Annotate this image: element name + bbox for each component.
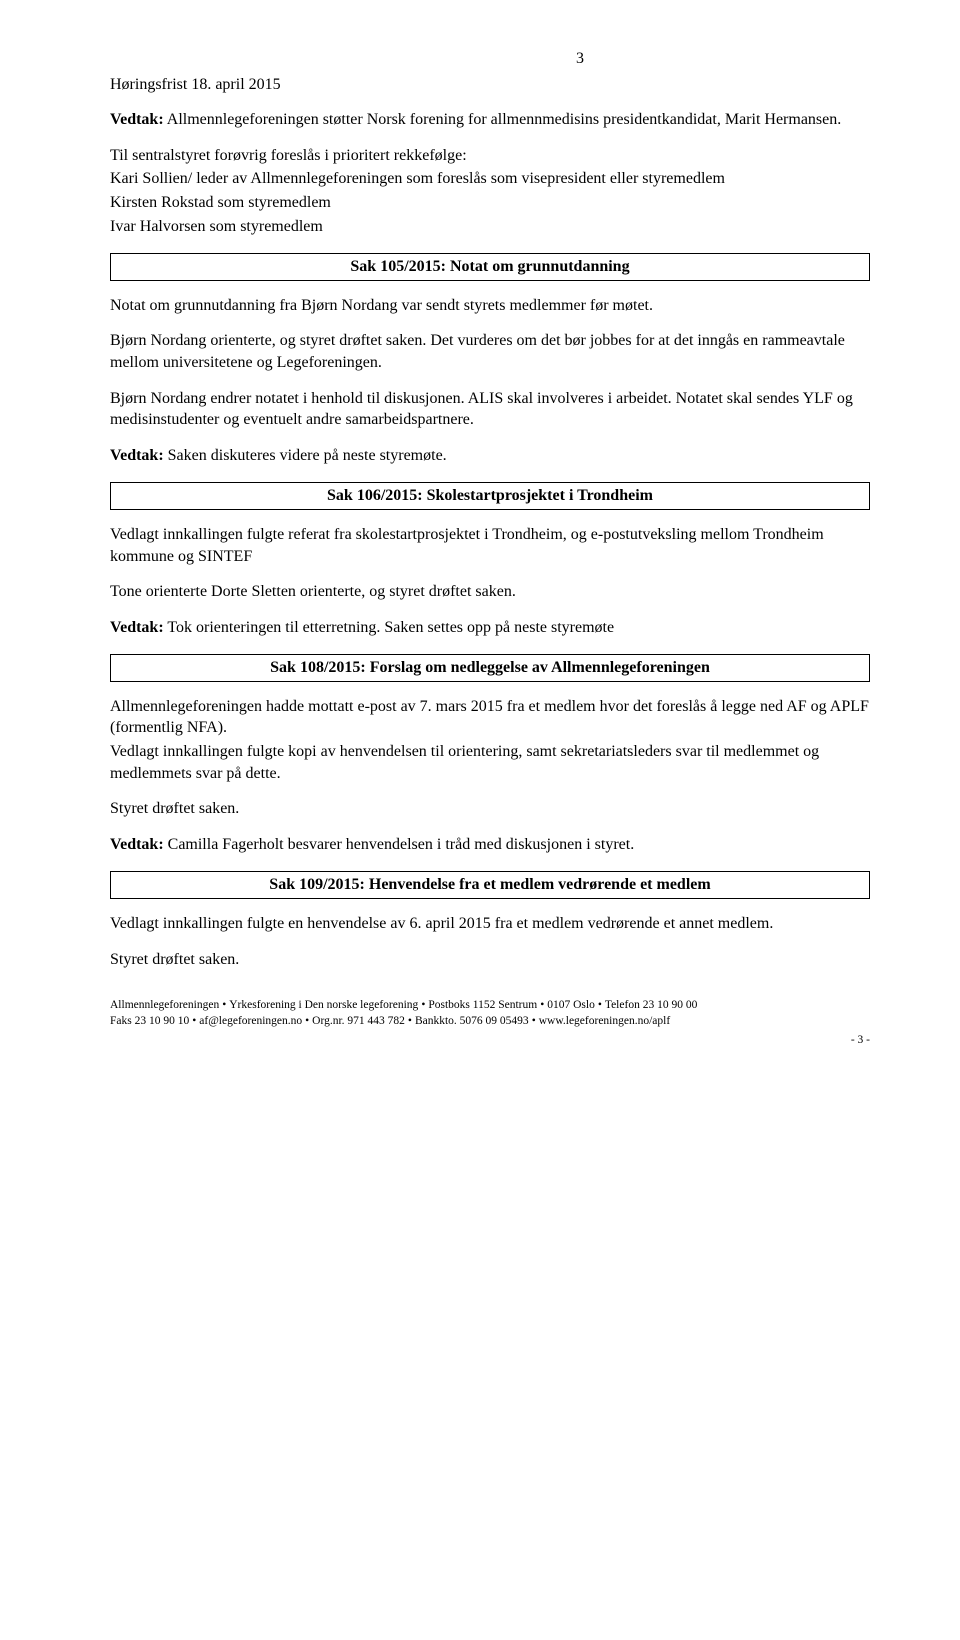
s105-vedtak: Vedtak: Saken diskuteres videre på neste… bbox=[110, 445, 870, 467]
deadline-line: Høringsfrist 18. april 2015 bbox=[110, 74, 870, 96]
section-box-109: Sak 109/2015: Henvendelse fra et medlem … bbox=[110, 871, 870, 899]
bullet-icon: • bbox=[540, 999, 544, 1011]
page-number-top: 3 bbox=[290, 48, 870, 70]
s108-p1-p2: Allmennlegeforeningen hadde mottatt e-po… bbox=[110, 696, 870, 784]
s108-p3: Styret drøftet saken. bbox=[110, 798, 870, 820]
bullet-icon: • bbox=[192, 1015, 196, 1027]
s105-vedtak-prefix: Vedtak: bbox=[110, 447, 164, 464]
para2-line4: Ivar Halvorsen som styremedlem bbox=[110, 216, 870, 238]
s106-p2: Tone orienterte Dorte Sletten orienterte… bbox=[110, 581, 870, 603]
vedtak-1-text: Allmennlegeforeningen støtter Norsk fore… bbox=[164, 111, 842, 128]
section-title-105: Sak 105/2015: Notat om grunnutdanning bbox=[119, 256, 861, 278]
s105-p1: Notat om grunnutdanning fra Bjørn Nordan… bbox=[110, 295, 870, 317]
bullet-icon: • bbox=[598, 999, 602, 1011]
vedtak-1: Vedtak: Allmennlegeforeningen støtter No… bbox=[110, 109, 870, 131]
footer-l2-p0: Faks 23 10 90 10 bbox=[110, 1015, 189, 1027]
footer-l1-p4: Telefon 23 10 90 00 bbox=[605, 999, 697, 1011]
s105-p3: Bjørn Nordang endrer notatet i henhold t… bbox=[110, 388, 870, 431]
s108-p2: Vedlagt innkallingen fulgte kopi av henv… bbox=[110, 741, 870, 784]
footer: Allmennlegeforeningen•Yrkesforening i De… bbox=[110, 998, 870, 1029]
footer-l2-p4: www.legeforeningen.no/aplf bbox=[539, 1015, 670, 1027]
section-box-106: Sak 106/2015: Skolestartprosjektet i Tro… bbox=[110, 482, 870, 510]
footer-line-2: Faks 23 10 90 10•af@legeforeningen.no•Or… bbox=[110, 1014, 870, 1030]
footer-l2-p3: Bankkto. 5076 09 05493 bbox=[415, 1015, 529, 1027]
s108-vedtak-prefix: Vedtak: bbox=[110, 836, 164, 853]
s105-p2: Bjørn Nordang orienterte, og styret drøf… bbox=[110, 330, 870, 373]
para2-line3: Kirsten Rokstad som styremedlem bbox=[110, 192, 870, 214]
page-number-bottom: - 3 - bbox=[110, 1033, 870, 1049]
section-title-109: Sak 109/2015: Henvendelse fra et medlem … bbox=[119, 874, 861, 896]
section-box-108: Sak 108/2015: Forslag om nedleggelse av … bbox=[110, 654, 870, 682]
footer-l1-p1: Yrkesforening i Den norske legeforening bbox=[229, 999, 418, 1011]
s109-p2: Styret drøftet saken. bbox=[110, 949, 870, 971]
s106-vedtak-prefix: Vedtak: bbox=[110, 619, 164, 636]
s109-p1: Vedlagt innkallingen fulgte en henvendel… bbox=[110, 913, 870, 935]
s108-p1: Allmennlegeforeningen hadde mottatt e-po… bbox=[110, 696, 870, 739]
bullet-icon: • bbox=[532, 1015, 536, 1027]
footer-l1-p3: 0107 Oslo bbox=[547, 999, 595, 1011]
s106-p1: Vedlagt innkallingen fulgte referat fra … bbox=[110, 524, 870, 567]
footer-l1-p2: Postboks 1152 Sentrum bbox=[428, 999, 537, 1011]
footer-l2-p2: Org.nr. 971 443 782 bbox=[312, 1015, 405, 1027]
s106-vedtak: Vedtak: Tok orienteringen til etterretni… bbox=[110, 617, 870, 639]
para-sentralstyret: Til sentralstyret forøvrig foreslås i pr… bbox=[110, 145, 870, 237]
s108-vedtak: Vedtak: Camilla Fagerholt besvarer henve… bbox=[110, 834, 870, 856]
bullet-icon: • bbox=[305, 1015, 309, 1027]
section-box-105: Sak 105/2015: Notat om grunnutdanning bbox=[110, 253, 870, 281]
bullet-icon: • bbox=[408, 1015, 412, 1027]
s106-vedtak-text: Tok orienteringen til etterretning. Sake… bbox=[164, 619, 614, 636]
s108-vedtak-text: Camilla Fagerholt besvarer henvendelsen … bbox=[164, 836, 635, 853]
footer-l2-p1: af@legeforeningen.no bbox=[199, 1015, 302, 1027]
s105-vedtak-text: Saken diskuteres videre på neste styremø… bbox=[164, 447, 447, 464]
section-title-108: Sak 108/2015: Forslag om nedleggelse av … bbox=[119, 657, 861, 679]
para2-line1: Til sentralstyret forøvrig foreslås i pr… bbox=[110, 145, 870, 167]
footer-l1-p0: Allmennlegeforeningen bbox=[110, 999, 219, 1011]
vedtak-1-prefix: Vedtak: bbox=[110, 111, 164, 128]
footer-line-1: Allmennlegeforeningen•Yrkesforening i De… bbox=[110, 998, 870, 1014]
section-title-106: Sak 106/2015: Skolestartprosjektet i Tro… bbox=[119, 485, 861, 507]
para2-line2: Kari Sollien/ leder av Allmennlegeforeni… bbox=[110, 168, 870, 190]
bullet-icon: • bbox=[421, 999, 425, 1011]
bullet-icon: • bbox=[222, 999, 226, 1011]
